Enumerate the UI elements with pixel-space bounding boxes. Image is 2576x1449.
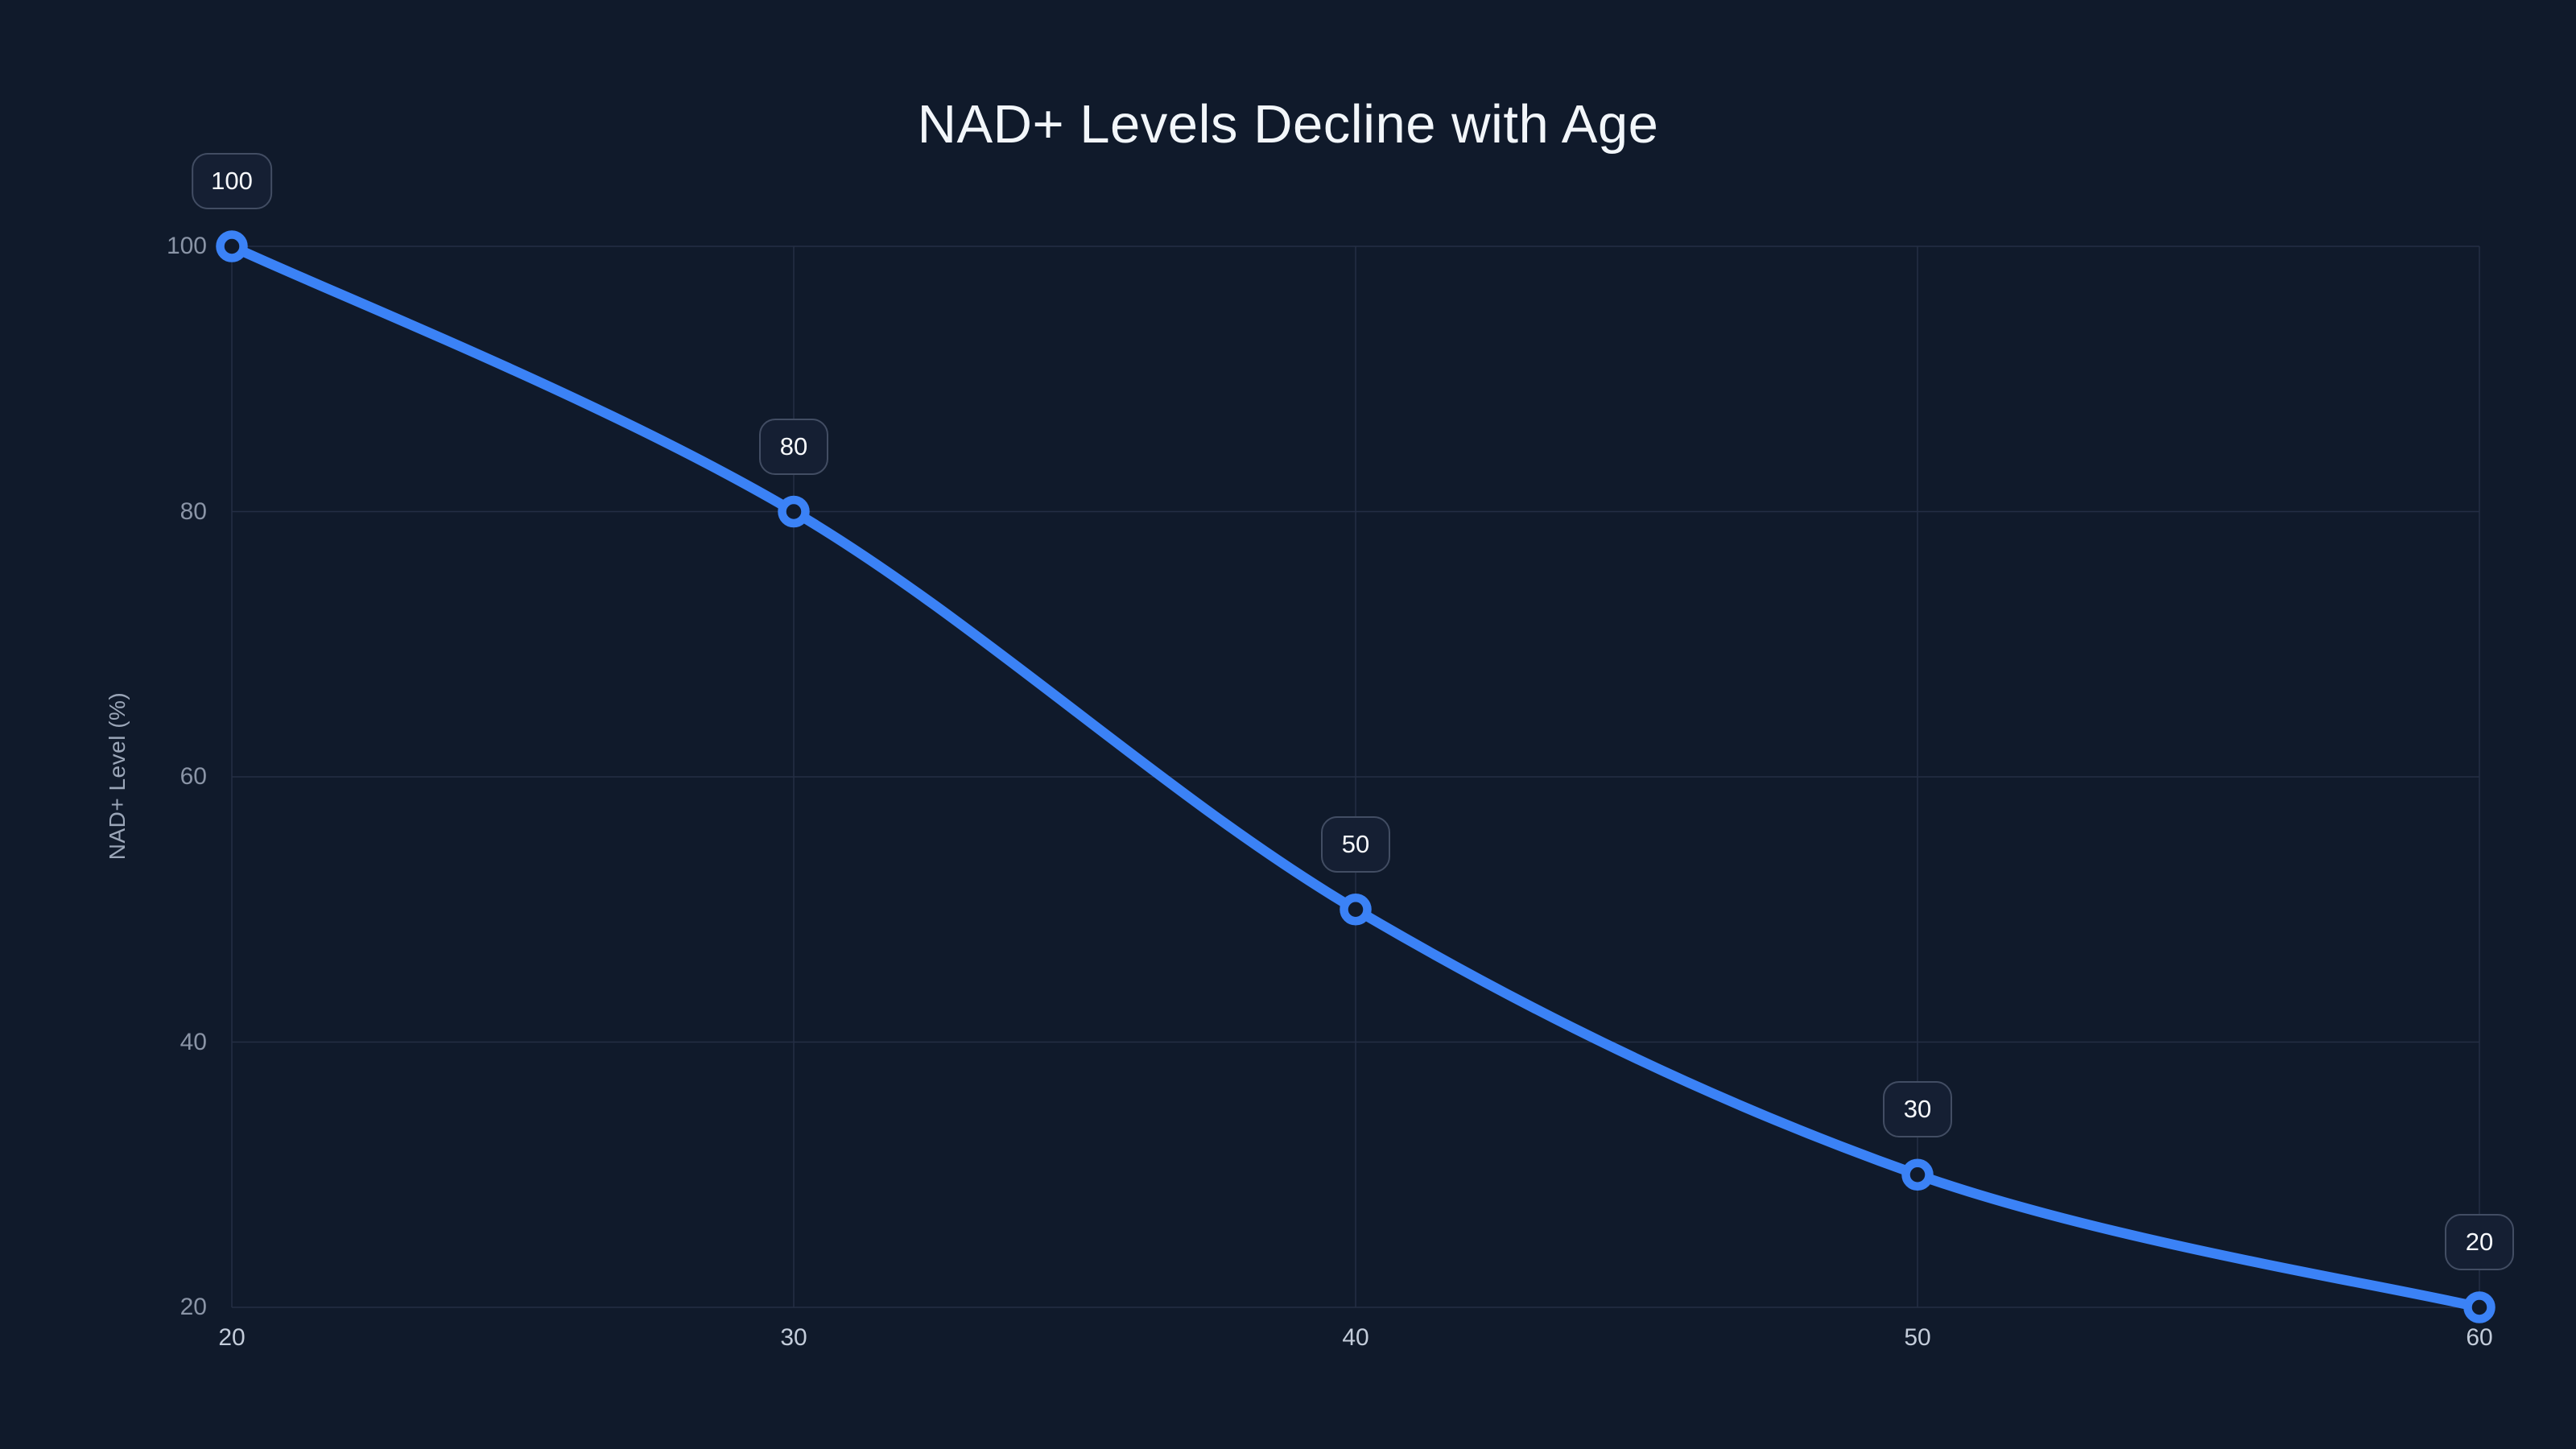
x-tick-label: 50 (1904, 1324, 1931, 1351)
point-value-label: 30 (1883, 1081, 1952, 1138)
y-tick-label: 20 (180, 1294, 207, 1320)
y-tick-label: 40 (180, 1028, 207, 1055)
data-point-marker[interactable] (778, 495, 810, 528)
data-point-marker[interactable] (216, 230, 248, 262)
point-value-label: 100 (192, 153, 272, 209)
y-tick-label: 80 (180, 497, 207, 525)
x-tick-label: 40 (1342, 1324, 1369, 1351)
data-point-marker[interactable] (2463, 1291, 2496, 1323)
chart-title: NAD+ Levels Decline with Age (917, 94, 1659, 155)
y-tick-label: 100 (166, 233, 207, 259)
x-tick-label: 20 (218, 1324, 246, 1351)
y-tick-label: 60 (180, 763, 207, 790)
x-tick-label: 60 (2466, 1324, 2493, 1351)
data-point-marker[interactable] (1901, 1158, 1934, 1191)
x-tick-label: 30 (780, 1324, 807, 1351)
data-point-marker[interactable] (1340, 894, 1372, 926)
point-value-label: 20 (2445, 1214, 2514, 1270)
point-value-label: 80 (759, 418, 828, 475)
point-value-label: 50 (1321, 815, 1390, 873)
